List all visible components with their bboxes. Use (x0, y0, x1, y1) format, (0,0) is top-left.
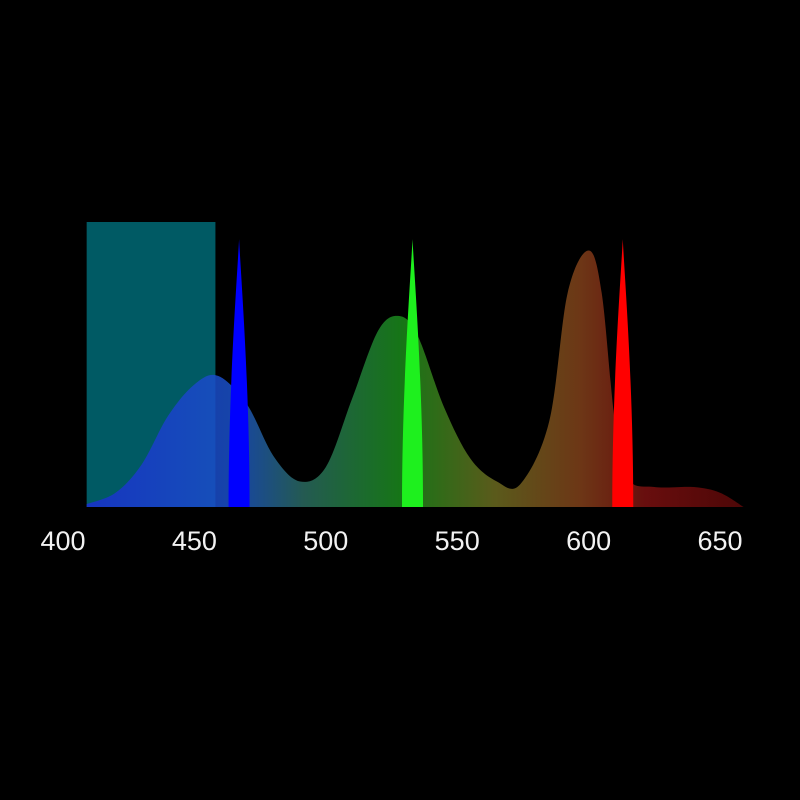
x-tick-label: 500 (303, 526, 348, 556)
x-tick-label: 450 (172, 526, 217, 556)
narrow-peak-2 (612, 239, 634, 507)
narrow-peak-0 (228, 239, 250, 507)
x-tick-label: 400 (40, 526, 85, 556)
x-tick-label: 550 (435, 526, 480, 556)
x-tick-label: 650 (697, 526, 742, 556)
x-tick-label: 600 (566, 526, 611, 556)
narrow-peak-1 (402, 239, 424, 507)
